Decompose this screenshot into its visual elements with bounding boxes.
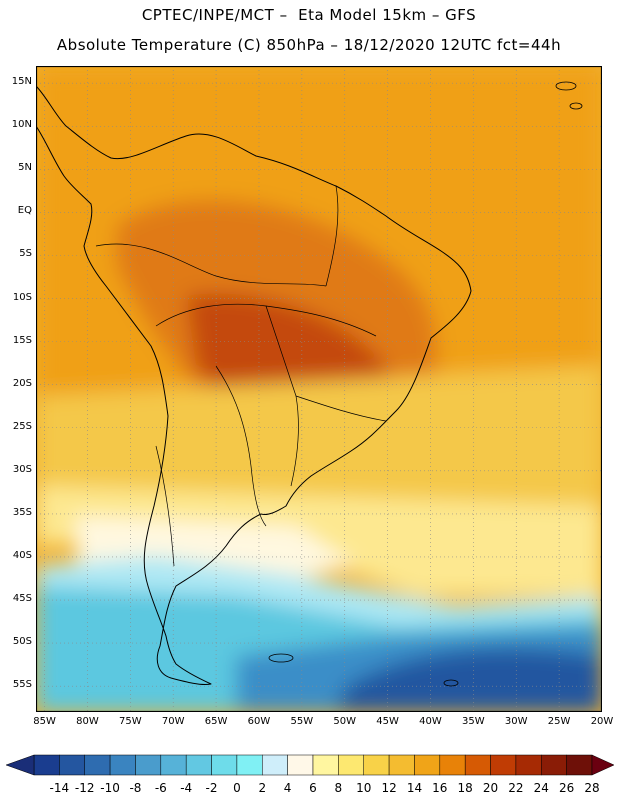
- lat-tick-label: 50S: [12, 636, 32, 648]
- colorbar-max-arrow: [591, 754, 615, 776]
- colorbar-tick-label: -8: [129, 781, 142, 795]
- colorbar-cell: [160, 754, 187, 776]
- colorbar-tick-label: -14: [49, 781, 70, 795]
- colorbar-cell: [135, 754, 162, 776]
- colorbar-cell: [515, 754, 542, 776]
- colorbar-min-arrow: [5, 754, 35, 776]
- map-title-line-1: CPTEC/INPE/MCT – Eta Model 15km – GFS: [141, 6, 477, 24]
- lat-tick-label: 40S: [12, 549, 32, 561]
- continent-outline: [36, 85, 472, 685]
- country-borders: [95, 185, 387, 567]
- map-frame: [36, 66, 602, 712]
- lat-tick-label: 10S: [12, 291, 32, 303]
- lat-tick-label: 30S: [12, 463, 32, 475]
- colorbar-tick-label: 12: [381, 781, 397, 795]
- colorbar-cell: [84, 754, 111, 776]
- temperature-field: [36, 66, 602, 712]
- colorbar-tick-label: 14: [406, 781, 423, 795]
- colorbar-cell: [388, 754, 415, 776]
- colorbar-cell: [109, 754, 136, 776]
- colorbar-tick-label: 0: [233, 781, 241, 795]
- lon-tick-label: 45W: [376, 716, 399, 727]
- lon-tick-label: 35W: [462, 716, 485, 727]
- colorbar-tick-label: -2: [205, 781, 218, 795]
- lat-tick-label: EQ: [17, 205, 32, 217]
- lon-tick-label: 55W: [290, 716, 314, 727]
- lat-tick-label: 55S: [12, 679, 32, 691]
- colorbar-tick-label: 22: [508, 781, 524, 795]
- lon-tick-label: 50W: [333, 716, 357, 727]
- lat-tick-label: 45S: [12, 593, 32, 605]
- field-blue-deep: [336, 648, 602, 712]
- lon-tick-label: 40W: [419, 716, 442, 727]
- colorbar: [5, 754, 615, 776]
- map-canvas: [36, 66, 602, 712]
- colorbar-cell: [185, 754, 212, 776]
- lon-tick-label: 75W: [119, 716, 142, 727]
- lat-tick-label: 25S: [12, 420, 32, 432]
- colorbar-cell: [414, 754, 441, 776]
- lat-tick-label: 15S: [12, 334, 32, 346]
- colorbar-tick-label: 16: [432, 781, 448, 795]
- colorbar-cell: [33, 754, 60, 776]
- colorbar-tick-label: 6: [309, 781, 317, 795]
- colorbar-cell: [211, 754, 238, 776]
- colorbar-cell: [439, 754, 466, 776]
- lon-tick-label: 30W: [504, 716, 528, 727]
- colorbar-tick-label: 10: [356, 781, 372, 795]
- lat-tick-label: 10N: [11, 119, 32, 131]
- colorbar-tick-label: 18: [457, 781, 473, 795]
- lat-tick-label: 15N: [11, 76, 32, 88]
- colorbar-tick-label: 8: [334, 781, 343, 795]
- temperature-map: [36, 66, 602, 712]
- colorbar-cell: [236, 754, 263, 776]
- colorbar-cell: [287, 754, 314, 776]
- colorbar-cell: [338, 754, 364, 776]
- lon-tick-label: 20W: [590, 716, 614, 727]
- colorbar-cell: [312, 754, 339, 776]
- colorbar-cell: [59, 754, 85, 776]
- colorbar-tick-label: -12: [74, 781, 95, 795]
- lon-tick-label: 70W: [161, 716, 185, 727]
- colorbar-cell: [566, 754, 593, 776]
- map-title-line-2: Absolute Temperature (C) 850hPa – 18/12/…: [56, 36, 562, 54]
- lon-tick-label: 65W: [204, 716, 228, 727]
- colorbar-tick-label: 20: [482, 781, 499, 795]
- colorbar-tick-label: 26: [558, 781, 575, 795]
- colorbar-tick-label: -6: [154, 781, 167, 795]
- lat-tick-label: 5N: [18, 162, 32, 174]
- colorbar-tick-label: 2: [258, 781, 267, 795]
- colorbar-tick-label: -10: [100, 781, 120, 795]
- colorbar-cell: [464, 754, 491, 776]
- islands: [268, 81, 583, 687]
- lon-tick-label: 25W: [547, 716, 571, 727]
- lon-tick-label: 60W: [247, 716, 271, 727]
- lon-tick-label: 85W: [33, 716, 56, 727]
- colorbar-tick-label: 24: [533, 781, 549, 795]
- colorbar-tick-label: 4: [283, 781, 292, 795]
- colorbar-cell: [262, 754, 288, 776]
- lon-tick-label: 80W: [76, 716, 99, 727]
- colorbar-tick-label: -4: [180, 781, 193, 795]
- colorbar-tick-label: 28: [584, 781, 600, 795]
- colorbar-cell: [541, 754, 567, 776]
- colorbar-cell: [490, 754, 517, 776]
- lat-tick-label: 20S: [12, 377, 32, 389]
- lat-tick-label: 35S: [12, 506, 32, 518]
- colorbar-cell: [363, 754, 390, 776]
- lat-tick-label: 5S: [19, 248, 32, 260]
- field-cool: [36, 486, 602, 596]
